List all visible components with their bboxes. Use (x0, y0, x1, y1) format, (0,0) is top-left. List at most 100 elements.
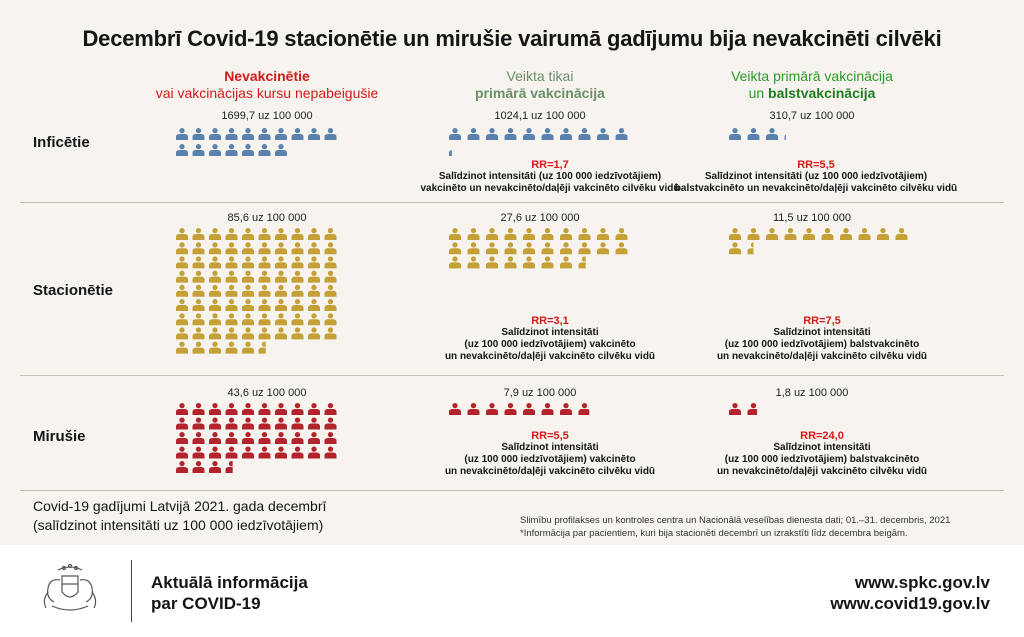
person-icon (523, 228, 535, 240)
person-icon (242, 432, 254, 444)
rr-value: RR=3,1 (531, 315, 569, 327)
person-icon (597, 228, 609, 240)
person-icon (523, 128, 535, 140)
person-icon (560, 228, 572, 240)
value-hospitalized-booster: 11,5 uz 100 000 (772, 212, 852, 224)
person-icon (258, 270, 271, 283)
person-icon (258, 417, 271, 430)
person-icon (225, 256, 238, 269)
person-icon (258, 228, 271, 240)
value-infected-primary: 1024,1 uz 100 000 (494, 110, 586, 122)
person-icon (275, 256, 287, 269)
rr-deceased-primary: RR=5,5 Salīdzinot intensitāti (uz 100 00… (400, 430, 700, 478)
person-icon (225, 313, 238, 326)
person-icon (225, 341, 238, 354)
person-icon (225, 327, 238, 340)
person-icon (747, 403, 758, 415)
person-icon (523, 403, 535, 415)
person-icon (209, 461, 221, 473)
person-icon (225, 228, 238, 240)
rr-note-line: un nevakcinēto/daļēji vakcinēto cilvēku … (716, 466, 928, 477)
person-icon (324, 446, 337, 459)
person-icon (192, 341, 205, 354)
person-icon (729, 242, 741, 255)
person-icon (324, 270, 337, 283)
person-icon (615, 242, 628, 255)
person-icon (747, 242, 754, 255)
rr-note-line: Salīdzinot intensitāti (uz 100 000 iedzī… (438, 171, 662, 182)
person-icon (192, 270, 205, 283)
person-icon (291, 256, 304, 269)
person-icon (784, 134, 786, 140)
person-icon (560, 256, 572, 269)
person-icon (821, 228, 834, 240)
person-icon (291, 403, 304, 415)
source-line: *Informācija par pacientiem, kuri bija s… (520, 528, 908, 539)
chart-caption: Covid-19 gadījumi Latvijā 2021. gada dec… (33, 497, 326, 535)
person-icon (308, 256, 320, 269)
person-icon (225, 432, 238, 444)
rr-infected-booster: RR=5,5 Salīdzinot intensitāti (uz 100 00… (666, 159, 966, 195)
person-icon (291, 417, 304, 430)
person-icon (258, 446, 271, 459)
person-icon (176, 341, 188, 354)
person-icon (176, 242, 188, 255)
rr-note-line: balstvakcinēto un nevakcinēto/daļēji vak… (674, 183, 958, 194)
rr-note-line: (uz 100 000 iedzīvotājiem) balstvakcinēt… (724, 454, 920, 465)
person-icon (192, 461, 205, 473)
person-icon (209, 403, 221, 415)
person-icon (275, 299, 287, 311)
rr-infected-primary: RR=1,7 Salīdzinot intensitāti (uz 100 00… (400, 159, 700, 195)
rr-note-line: (uz 100 000 iedzīvotājiem) vakcinēto (464, 454, 636, 465)
person-icon (308, 313, 320, 326)
link-spkc[interactable]: www.spkc.gov.lv (854, 573, 990, 592)
person-icon (275, 403, 287, 415)
person-icon (275, 417, 287, 430)
person-icon (192, 327, 205, 340)
column-header-line1: Veikta tikai (506, 68, 574, 84)
person-icon (504, 242, 517, 255)
rr-value: RR=1,7 (531, 159, 569, 171)
person-icon (291, 313, 304, 326)
person-icon (176, 446, 188, 459)
person-icon (523, 256, 535, 269)
person-icon (275, 313, 287, 326)
person-icon (291, 299, 304, 311)
link-covid19[interactable]: www.covid19.gov.lv (830, 594, 990, 613)
person-icon (225, 417, 238, 430)
person-icon (242, 128, 254, 140)
source-note: Slimību profilakses un kontroles centra … (520, 514, 990, 540)
person-icon (242, 242, 254, 255)
person-icon (747, 228, 760, 240)
person-icon (242, 228, 254, 240)
value-infected-booster: 310,7 uz 100 000 (769, 110, 855, 122)
person-icon (291, 270, 304, 283)
person-icon (467, 256, 480, 269)
person-icon (324, 242, 337, 255)
column-header-line1: Veikta primārā vakcinācija (731, 68, 893, 84)
person-icon (486, 128, 498, 140)
person-icon (486, 256, 498, 269)
person-icon (504, 228, 517, 240)
person-icon (877, 228, 889, 240)
column-header-unvaccinated: Nevakcinētie vai vakcinācijas kursu nepa… (127, 68, 407, 102)
person-icon (747, 128, 760, 140)
person-icon (291, 128, 304, 140)
person-icon (291, 242, 304, 255)
footer-divider (131, 560, 132, 622)
person-icon (324, 256, 337, 269)
person-icon (308, 299, 320, 311)
person-icon (467, 242, 480, 255)
person-icon (541, 403, 554, 415)
person-icon (291, 228, 304, 240)
person-icon (258, 144, 271, 156)
person-icon (275, 270, 287, 283)
person-icon (467, 228, 480, 240)
person-icon (192, 228, 205, 240)
value-deceased-primary: 7,9 uz 100 000 (503, 387, 577, 399)
rr-value: RR=5,5 (531, 430, 569, 442)
person-icon (560, 128, 572, 140)
person-icon (192, 313, 205, 326)
person-icon (192, 284, 205, 297)
person-icon (225, 446, 238, 459)
